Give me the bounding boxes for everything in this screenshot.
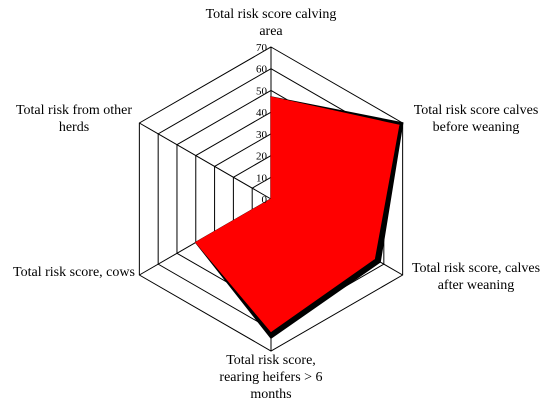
series-0-point-1 bbox=[402, 122, 404, 124]
axis-label-0-line-0: Total risk score calving bbox=[206, 7, 337, 22]
radar-series bbox=[194, 96, 404, 339]
axis-label-3-line-0: Total risk score, bbox=[226, 353, 316, 368]
spoke-5 bbox=[139, 122, 272, 200]
series-1-point-2 bbox=[373, 258, 376, 260]
series-1-point-3 bbox=[270, 330, 272, 333]
axis-label-1-line-1: before weaning bbox=[433, 120, 520, 135]
series-0-point-2 bbox=[379, 261, 381, 263]
axis-label-3-line-1: rearing heifers > 6 bbox=[219, 370, 322, 385]
tick-label-40: 40 bbox=[256, 107, 268, 119]
axis-label-4: Total risk score, cows bbox=[13, 265, 135, 280]
axis-label-0-line-1: area bbox=[259, 24, 283, 39]
axis-label-2: Total risk score, calves after weaning bbox=[412, 261, 540, 293]
series-1-point-4 bbox=[195, 241, 197, 244]
tick-label-70: 70 bbox=[256, 42, 268, 54]
axis-label-5-line-0: Total risk from other bbox=[16, 103, 132, 118]
axis-label-3: Total risk score, rearing heifers > 6 mont… bbox=[219, 353, 322, 402]
series-area-1 bbox=[195, 96, 400, 333]
axis-label-1: Total risk score calves before weaning bbox=[414, 103, 539, 135]
axis-label-4-line-0: Total risk score, cows bbox=[13, 265, 135, 280]
axis-label-0: Total risk score calving area bbox=[206, 7, 337, 39]
series-0-point-3 bbox=[270, 337, 272, 339]
radar-tick-labels: 0 10 20 30 40 50 60 70 bbox=[256, 42, 268, 206]
tick-label-20: 20 bbox=[256, 151, 268, 163]
axis-label-5-line-1: herds bbox=[59, 120, 89, 135]
tick-label-50: 50 bbox=[256, 85, 268, 97]
tick-label-0: 0 bbox=[262, 194, 268, 206]
series-1-point-1 bbox=[398, 124, 400, 126]
axis-label-2-line-1: after weaning bbox=[438, 278, 515, 293]
tick-label-10: 10 bbox=[256, 172, 268, 184]
series-1-point-0 bbox=[270, 96, 272, 98]
tick-label-30: 30 bbox=[256, 129, 268, 141]
series-1-point-5 bbox=[270, 198, 272, 200]
tick-label-60: 60 bbox=[256, 64, 268, 76]
axis-label-2-line-0: Total risk score, calves bbox=[412, 261, 540, 276]
axis-label-5: Total risk from other herds bbox=[16, 103, 132, 135]
axis-label-1-line-0: Total risk score calves bbox=[414, 103, 539, 118]
axis-label-3-line-2: months bbox=[250, 387, 291, 402]
